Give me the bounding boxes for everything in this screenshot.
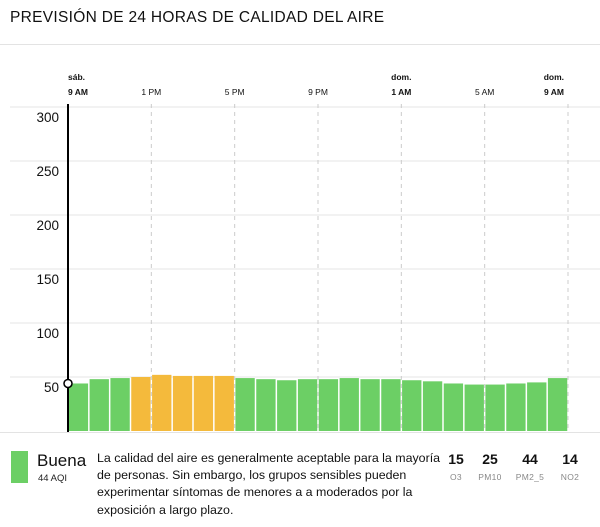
aqi-bar (402, 380, 422, 431)
y-tick-label: 300 (36, 110, 59, 125)
footer-divider (0, 432, 600, 433)
y-tick-label: 50 (44, 380, 59, 395)
aqi-value-label: 44 AQI (38, 473, 68, 484)
aqi-bar (256, 379, 276, 431)
aqi-bar (360, 379, 380, 431)
aqi-bar (506, 383, 526, 431)
aqi-bar (443, 383, 464, 431)
x-tick-time-label: 9 AM (68, 87, 88, 97)
category-color-swatch (11, 451, 28, 483)
pollutant-value: 14 (562, 451, 578, 467)
aqi-description: La calidad del aire es generalmente acep… (97, 451, 441, 517)
aqi-bar (89, 379, 109, 431)
aqi-bar (277, 380, 297, 431)
aqi-forecast-chart: sáb. 9 AM 1 PM 5 PM 9 PM dom. 1 AM 5 AM dom. 9 AM… (10, 72, 600, 432)
pollutant-o3: 15 O3 (443, 451, 469, 482)
x-tick-time-label: 1 AM (391, 87, 411, 97)
y-tick-label: 100 (36, 326, 59, 341)
pollutant-pm10: 25 PM10 (476, 451, 504, 482)
x-tick-day-label: dom. (391, 72, 411, 82)
x-tick-time-label: 9 PM (308, 87, 328, 97)
aqi-bar (318, 379, 339, 431)
aqi-bar (68, 383, 89, 431)
y-tick-label: 250 (36, 164, 59, 179)
pollutant-pm2-5: 44 PM2_5 (515, 451, 545, 482)
aqi-bar (152, 374, 172, 431)
aqi-bar (485, 384, 505, 431)
pollutant-value: 15 (448, 451, 464, 467)
x-tick-day-label: sáb. (68, 72, 85, 82)
x-tick-time-label: 5 PM (225, 87, 245, 97)
title-divider (0, 44, 600, 45)
aqi-bar (464, 384, 484, 431)
aqi-bar (527, 382, 547, 431)
aqi-bar (110, 378, 130, 431)
y-tick-label: 150 (36, 272, 59, 287)
aqi-bar (214, 375, 234, 431)
aqi-bar (193, 375, 214, 431)
pollutant-no2: 14 NO2 (557, 451, 583, 482)
aqi-bar (297, 379, 318, 431)
pollutant-name: PM10 (478, 472, 502, 482)
x-tick-time-label: 5 AM (475, 87, 494, 97)
x-tick-time-label: 9 AM (544, 87, 564, 97)
aqi-bar (172, 375, 193, 431)
pollutant-value: 44 (522, 451, 538, 467)
pollutant-name: PM2_5 (515, 472, 545, 482)
aqi-bar (381, 379, 401, 431)
x-tick-day-label: dom. (544, 72, 564, 82)
y-tick-label: 200 (36, 218, 59, 233)
aqi-bar (131, 377, 151, 431)
x-tick-time-label: 1 PM (141, 87, 161, 97)
pollutant-value: 25 (482, 451, 498, 467)
aqi-bar (422, 381, 443, 431)
aqi-bar (339, 378, 359, 431)
current-aqi-marker (63, 378, 73, 389)
aqi-bar (235, 378, 255, 431)
pollutant-name: NO2 (560, 472, 580, 482)
aqi-category-label: Buena (37, 451, 87, 470)
page-title: PREVISIÓN DE 24 HORAS DE CALIDAD DEL AIR… (10, 9, 385, 26)
aqi-bar (547, 378, 568, 431)
pollutant-name: O3 (450, 472, 462, 482)
